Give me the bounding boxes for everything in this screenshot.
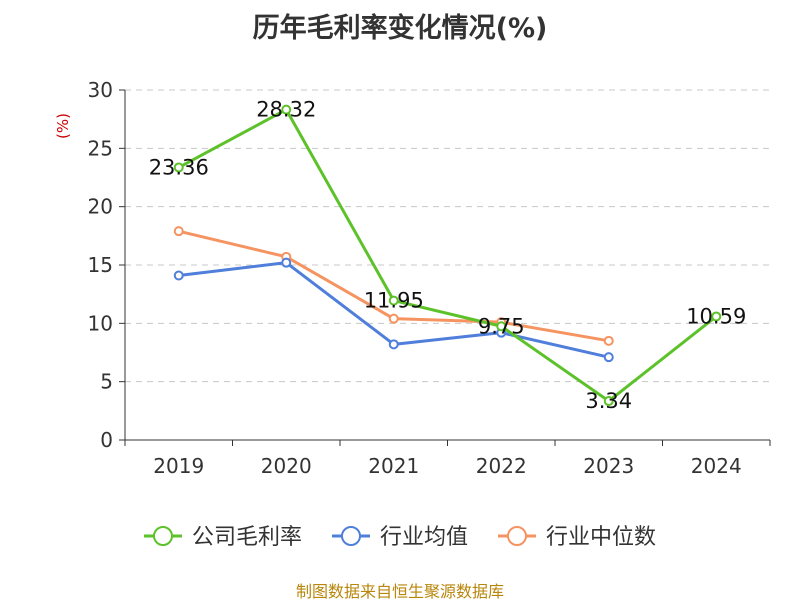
x-tick-label: 2022 [476,454,527,478]
data-point [388,295,399,306]
x-tick-label: 2024 [691,454,742,478]
data-label: 3.34 [585,389,632,413]
grid-lines [125,89,770,383]
series-line-公司毛利率 [178,108,718,403]
legend-marker [341,526,361,546]
data-point [173,162,184,173]
series-line-行业中位数 [178,229,610,343]
data-label: 11.95 [364,289,424,313]
legend-marker [153,526,173,546]
axes: 0 5 10 15 20 25 30 2019 2020 2021 2022 2023 2024 [88,78,771,478]
source-note: 制图数据来自恒生聚源数据库 [295,582,504,601]
data-point [603,335,614,346]
data-point [711,311,722,322]
data-label: 10.59 [686,304,746,328]
legend-label: 公司毛利率 [192,525,302,550]
y-tick-label: 30 [88,78,113,102]
x-tick-label: 2021 [368,454,419,478]
data-labels: 23.36 28.32 11.95 9.75 3.34 10.59 [149,98,747,413]
legend-label: 行业均值 [380,525,468,550]
y-tick-label: 15 [88,253,113,277]
data-point [388,339,399,350]
x-tick-label: 2020 [261,454,312,478]
y-tick-label: 20 [88,195,113,219]
data-point [281,257,292,268]
data-point [388,313,399,324]
data-point [496,321,507,332]
y-tick-label: 0 [100,428,113,452]
legend-marker [507,526,527,546]
legend: 公司毛利率 行业均值 行业中位数 [144,525,656,550]
y-tick-label: 25 [88,136,113,160]
y-tick-label: 10 [88,311,113,335]
data-point [173,270,184,281]
data-point [603,352,614,363]
data-point [173,226,184,237]
y-tick-label: 5 [100,370,113,394]
y-axis-unit-label: (%) [54,113,72,139]
data-label: 23.36 [149,155,209,179]
x-tick-label: 2019 [153,454,204,478]
chart-title: 历年毛利率变化情况(%) [252,13,548,44]
data-label: 9.75 [478,314,525,338]
data-label: 28.32 [256,98,316,122]
data-point [603,396,614,407]
data-point [281,104,292,115]
legend-label: 行业中位数 [546,525,656,550]
series [173,104,722,407]
x-tick-label: 2023 [583,454,634,478]
